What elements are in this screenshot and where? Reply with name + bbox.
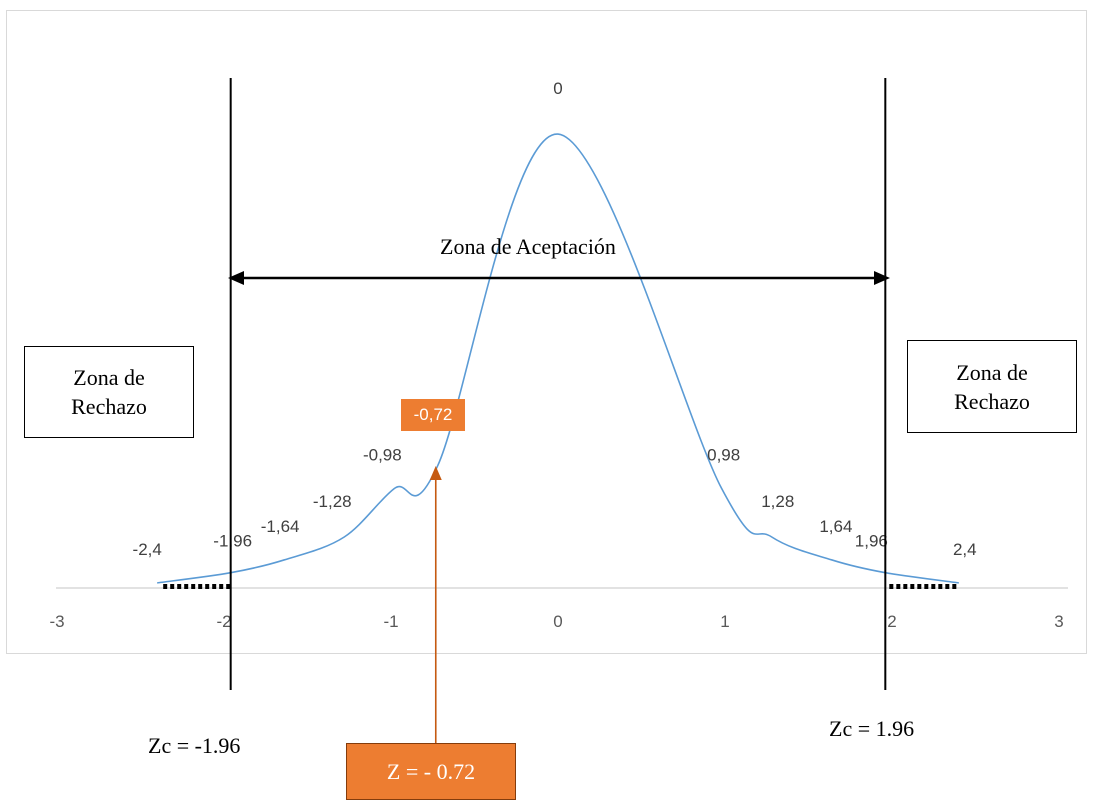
data-label: 0 <box>553 79 562 98</box>
x-tick-label: 0 <box>553 612 562 631</box>
acceptance-arrow <box>228 271 890 285</box>
data-label: 0,98 <box>707 446 740 465</box>
z-value-data-label: -0,72 <box>401 399 465 431</box>
hatch-mark <box>924 584 929 589</box>
hatch-mark <box>226 584 231 589</box>
z-statistic-arrow <box>429 466 442 743</box>
hatch-mark <box>910 584 915 589</box>
zc-right-label: Zc = 1.96 <box>829 716 915 741</box>
hatch-mark <box>219 584 224 589</box>
x-tick-label: -2 <box>216 612 231 631</box>
z-statistic-box: Z = - 0.72 <box>346 743 516 800</box>
data-labels: -2,4 -1,96 -1,64 -1,28 -0,98 0 0,98 1,28 1,641,9… <box>133 79 977 559</box>
hatch-mark <box>163 584 168 589</box>
rejection-tail-hatches <box>163 584 957 589</box>
chart-frame <box>6 10 1087 654</box>
rejection-right-line1: Zona de <box>956 359 1028 385</box>
hatch-mark <box>938 584 943 589</box>
data-label: 1,28 <box>761 492 794 511</box>
data-label: -1,96 <box>213 532 252 551</box>
normal-curve-line <box>157 133 959 584</box>
hatch-mark <box>205 584 210 589</box>
data-label: 1,96 <box>855 532 888 551</box>
hatch-mark <box>896 584 901 589</box>
hatch-mark <box>212 584 217 589</box>
hatch-mark <box>170 584 175 589</box>
hatch-mark <box>177 584 182 589</box>
hatch-mark <box>945 584 950 589</box>
data-label: -2,4 <box>133 540 162 559</box>
x-tick-label: 3 <box>1054 612 1063 631</box>
rejection-zone-left-box: Zona de Rechazo <box>24 346 194 438</box>
hatch-mark <box>889 584 894 589</box>
hatch-mark <box>184 584 189 589</box>
data-label: -1,28 <box>313 492 352 511</box>
hatch-mark <box>191 584 196 589</box>
hatch-mark <box>952 584 957 589</box>
data-label: 2,4 <box>953 540 977 559</box>
hatch-mark <box>903 584 908 589</box>
hatch-mark <box>931 584 936 589</box>
zc-left-label: Zc = -1.96 <box>148 733 241 758</box>
x-axis-ticks: -3 -2 -1 0 1 2 3 <box>49 612 1063 631</box>
acceptance-zone-label: Zona de Aceptación <box>440 234 616 259</box>
rejection-zone-right-box: Zona de Rechazo <box>907 340 1077 433</box>
hatch-mark <box>198 584 203 589</box>
x-tick-label: -3 <box>49 612 64 631</box>
hatch-mark <box>917 584 922 589</box>
data-label: -0,98 <box>363 446 402 465</box>
x-tick-label: 1 <box>720 612 729 631</box>
rejection-left-line1: Zona de <box>73 365 145 390</box>
x-tick-label: -1 <box>383 612 398 631</box>
rejection-left-line2: Rechazo <box>71 394 147 419</box>
data-label: -1,64 <box>261 517 300 536</box>
data-label: 1,64 <box>819 517 852 536</box>
rejection-right-line2: Rechazo <box>954 388 1030 414</box>
x-tick-label: 2 <box>887 612 896 631</box>
